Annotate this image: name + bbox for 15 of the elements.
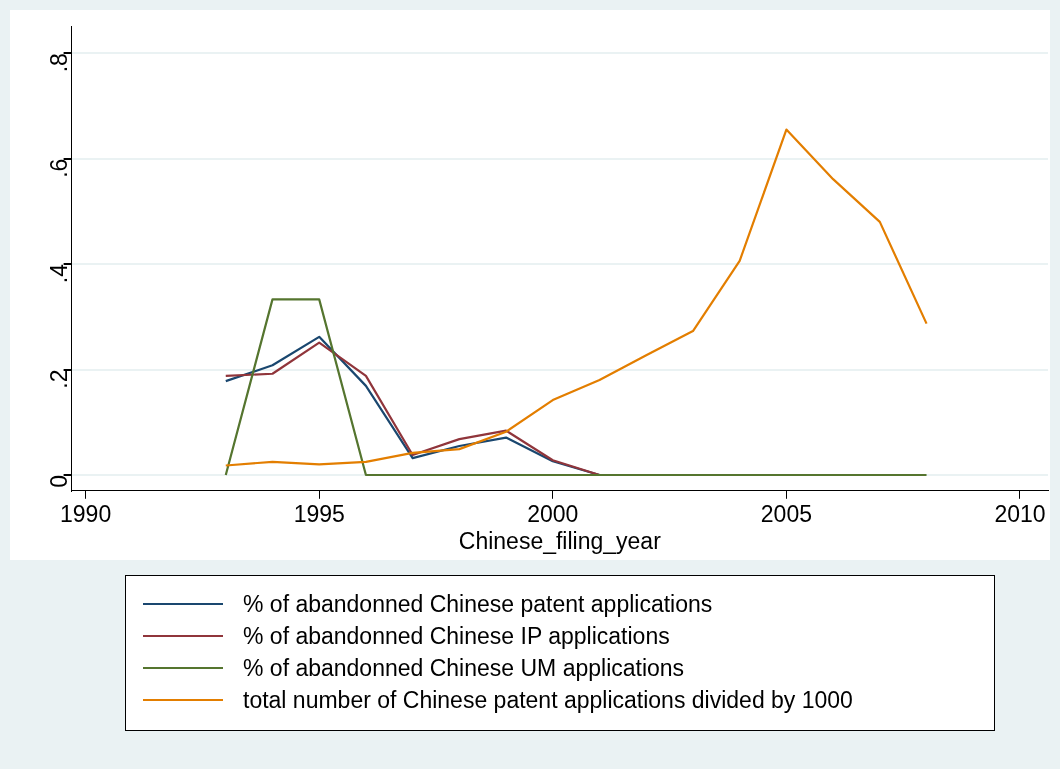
y-tick-label: .2 — [45, 369, 72, 389]
x-tick-label: 2010 — [994, 500, 1046, 527]
y-tick-label: .8 — [45, 53, 72, 73]
y-tick-label: .4 — [45, 263, 72, 284]
x-tick-label: 1995 — [293, 500, 345, 527]
x-axis-title: Chinese_filing_year — [458, 527, 662, 554]
y-tick-label: .6 — [45, 158, 72, 178]
y-tick-label: 0 — [45, 474, 72, 488]
x-tick-label: 2000 — [527, 500, 579, 527]
x-tick-label: 1990 — [60, 500, 112, 527]
legend-label: % of abandonned Chinese IP applications — [243, 622, 670, 650]
legend-label: % of abandonned Chinese patent applications — [243, 590, 713, 618]
x-tick-label: 2005 — [760, 500, 812, 527]
legend-label: total number of Chinese patent applications divided by 1000 — [243, 686, 853, 714]
legend-label: % of abandonned Chinese UM applications — [243, 654, 685, 682]
